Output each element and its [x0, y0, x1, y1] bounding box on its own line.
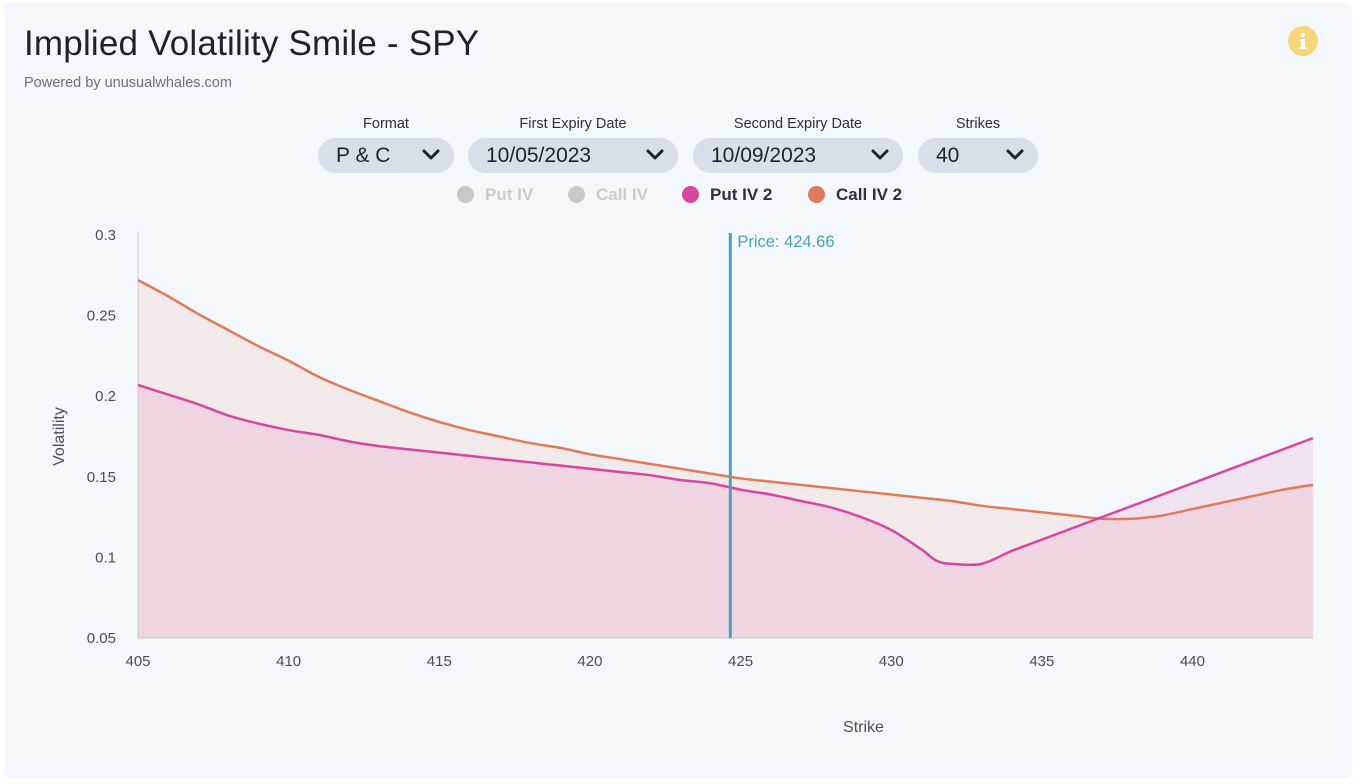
info-icon[interactable]: [1288, 26, 1318, 56]
x-axis-title: Strike: [843, 719, 884, 736]
legend-label: Call IV 2: [836, 185, 903, 204]
legend-item-call-iv[interactable]: Call IV: [568, 183, 663, 207]
legend-item-put-iv[interactable]: Put IV: [457, 183, 547, 207]
chevron-down-icon: [646, 149, 664, 160]
format-control: Format P & C: [318, 116, 454, 176]
x-tick-label: 415: [427, 653, 452, 670]
legend-marker: [682, 186, 699, 203]
powered-by-text: Powered by unusualwhales.com: [24, 75, 232, 91]
call-iv-2-line: [137, 279, 1314, 521]
legend-item-put-iv-2[interactable]: Put IV 2: [682, 183, 787, 207]
chevron-down-icon: [1006, 149, 1024, 160]
chart-panel: [4, 2, 1352, 778]
second-expiry-label: Second Expiry Date: [733, 116, 863, 132]
x-tick-label: 405: [125, 653, 150, 670]
first-expiry-label: First Expiry Date: [519, 116, 627, 132]
legend-item-call-iv-2[interactable]: Call IV 2: [808, 183, 918, 207]
y-tick-label: 0.15: [87, 469, 116, 486]
first-expiry-control: First Expiry Date 10/05/2023: [468, 116, 678, 176]
format-label: Format: [363, 116, 409, 132]
legend-label: Call IV: [596, 185, 648, 204]
y-tick-label: 0.1: [95, 549, 116, 566]
legend-marker: [457, 186, 474, 203]
strikes-value: 40: [936, 144, 960, 167]
put-iv-2-area: [138, 384, 1313, 638]
y-axis-title: Volatility: [51, 407, 68, 466]
strikes-label: Strikes: [955, 116, 1001, 132]
y-tick-label: 0.05: [87, 630, 116, 647]
x-tick-label: 435: [1029, 653, 1054, 670]
x-tick-label: 425: [728, 653, 753, 670]
page-title: Implied Volatility Smile - SPY: [24, 24, 480, 63]
x-tick-label: 420: [577, 653, 602, 670]
y-tick-label: 0.2: [95, 388, 116, 405]
second-expiry-value: 10/09/2023: [711, 144, 817, 167]
format-value: P & C: [336, 144, 391, 167]
price-marker-label: Price: 424.66: [737, 233, 834, 251]
chart-controls: Format P & C First Expiry Date 10/05/202…: [0, 116, 1348, 176]
chart-legend: Put IV Call IV Put IV 2 Call IV 2: [0, 183, 1348, 207]
strikes-select[interactable]: 40: [918, 138, 1038, 173]
put-iv-2-line: [137, 383, 1314, 567]
y-tick-label: 0.3: [95, 227, 116, 244]
legend-marker: [568, 186, 585, 203]
chevron-down-icon: [422, 149, 440, 160]
x-tick-label: 410: [276, 653, 301, 670]
first-expiry-value: 10/05/2023: [486, 144, 592, 167]
legend-label: Put IV 2: [710, 185, 773, 204]
y-tick-label: 0.25: [87, 308, 116, 325]
chevron-down-icon: [871, 149, 889, 160]
legend-label: Put IV: [485, 185, 534, 204]
x-tick-label: 430: [879, 653, 904, 670]
first-expiry-select[interactable]: 10/05/2023: [468, 138, 678, 173]
x-tick-label: 440: [1180, 653, 1205, 670]
format-select[interactable]: P & C: [318, 138, 454, 173]
second-expiry-select[interactable]: 10/09/2023: [693, 138, 903, 173]
legend-marker: [808, 186, 825, 203]
strikes-control: Strikes 40: [918, 116, 1038, 176]
second-expiry-control: Second Expiry Date 10/09/2023: [693, 116, 903, 176]
